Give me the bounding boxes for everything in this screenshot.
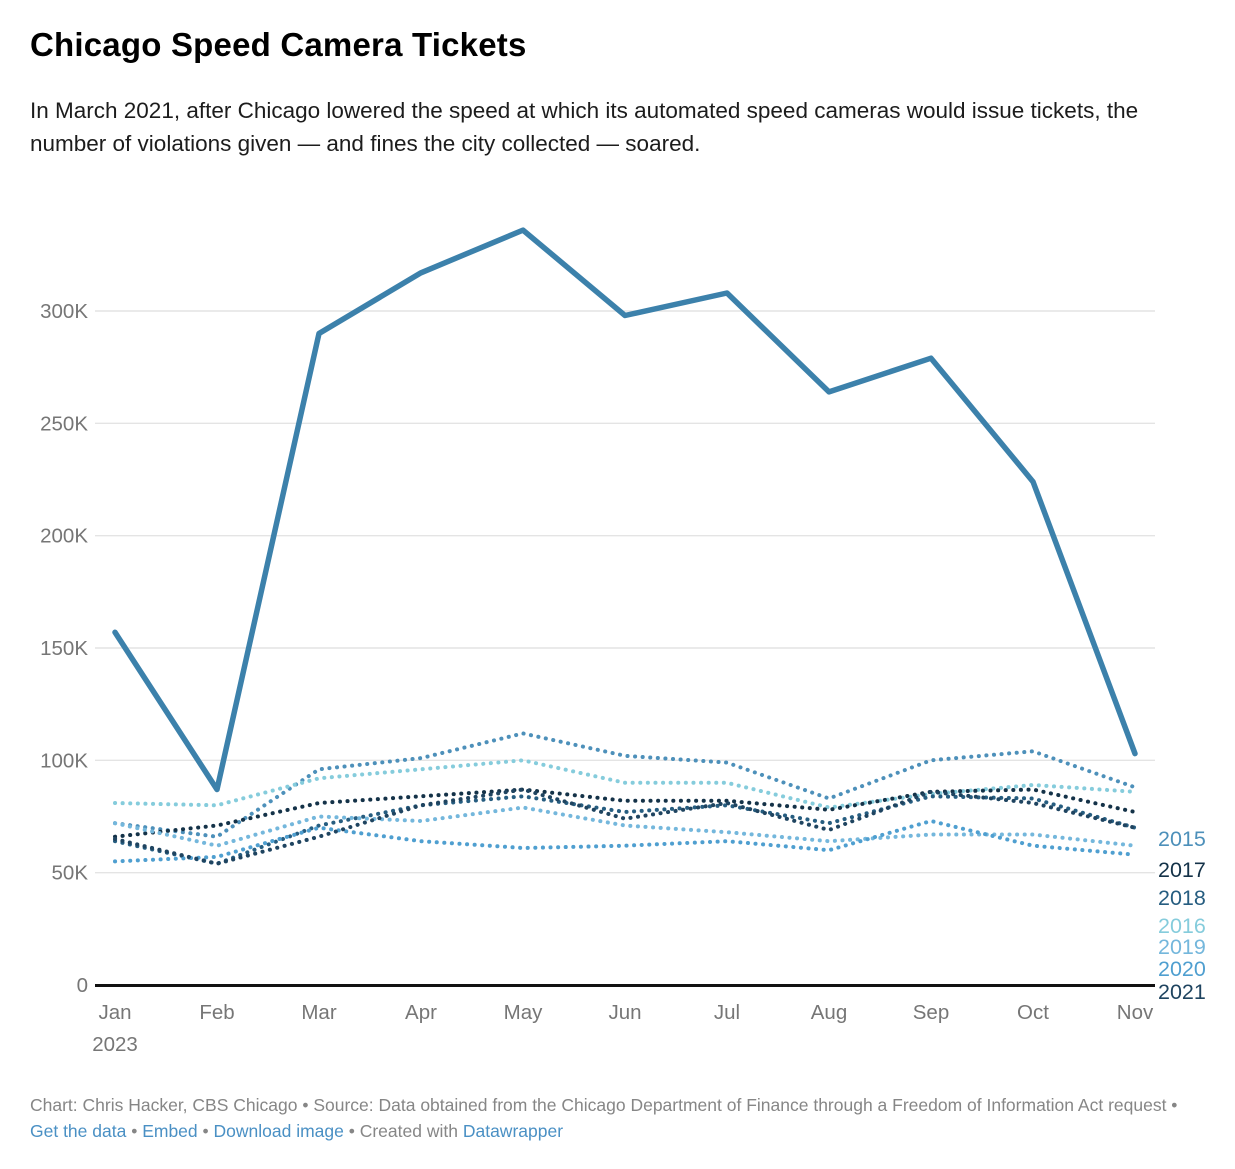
y-tick-label-300K: 300K — [40, 300, 88, 323]
x-tick-label-Jan: Jan — [98, 1001, 131, 1024]
x-tick-label-Mar: Mar — [301, 1001, 336, 1024]
footer-created-with: Created with — [359, 1121, 458, 1142]
series-line-2018 — [113, 794, 1137, 866]
y-tick-label-250K: 250K — [40, 412, 88, 435]
series-line-2016 — [113, 758, 1137, 810]
series-line-2021 — [113, 787, 1137, 866]
footer-separator: • — [1166, 1095, 1178, 1115]
series-end-label-2015: 2015 — [1158, 827, 1206, 851]
series-end-label-2018: 2018 — [1158, 886, 1206, 910]
x-axis-year-label: 2023 — [92, 1033, 138, 1056]
footer-separator: • — [197, 1121, 214, 1142]
footer-separator: • — [343, 1121, 360, 1142]
y-tick-label-0: 0 — [77, 974, 88, 997]
series-end-label-2021: 2021 — [1158, 980, 1206, 1004]
footer-separator: • — [126, 1121, 143, 1142]
x-tick-label-Nov: Nov — [1117, 1001, 1154, 1024]
chart-title: Chicago Speed Camera Tickets — [30, 26, 527, 63]
chart-subtitle: In March 2021, after Chicago lowered the… — [30, 98, 1139, 156]
x-tick-label-Apr: Apr — [405, 1001, 437, 1024]
x-tick-label-Jul: Jul — [714, 1001, 740, 1024]
y-tick-label-200K: 200K — [40, 525, 88, 548]
x-tick-label-Oct: Oct — [1017, 1001, 1049, 1024]
series-end-label-2016: 2016 — [1158, 914, 1206, 938]
y-tick-label-100K: 100K — [40, 749, 88, 772]
datawrapper-link[interactable]: Datawrapper — [462, 1121, 564, 1142]
x-tick-label-Jun: Jun — [608, 1001, 641, 1024]
x-tick-label-Sep: Sep — [913, 1001, 949, 1024]
download-image-link[interactable]: Download image — [213, 1121, 344, 1142]
series-line-2020 — [113, 819, 1137, 864]
footer-separator: • — [297, 1095, 314, 1115]
embed-link[interactable]: Embed — [142, 1121, 198, 1142]
footer-credit: Chart: Chris Hacker, CBS Chicago — [30, 1095, 298, 1115]
chart-footer: Chart: Chris Hacker, CBS Chicago • Sourc… — [30, 1092, 1210, 1145]
series-end-label-2017: 2017 — [1158, 858, 1206, 882]
get-the-data-link[interactable]: Get the data — [30, 1121, 127, 1142]
x-tick-label-May: May — [504, 1001, 543, 1024]
y-tick-label-150K: 150K — [40, 637, 88, 660]
y-tick-label-50K: 50K — [52, 862, 89, 885]
x-tick-label-Feb: Feb — [199, 1001, 234, 1024]
x-tick-label-Aug: Aug — [811, 1001, 847, 1024]
series-line-2015 — [113, 731, 1137, 839]
footer-source: Source: Data obtained from the Chicago D… — [313, 1095, 1167, 1115]
series-line-2023 — [112, 227, 1138, 793]
series-line-2019 — [113, 805, 1137, 848]
series-end-label-2019: 2019 — [1158, 935, 1206, 959]
series-end-label-2020: 2020 — [1158, 957, 1206, 981]
